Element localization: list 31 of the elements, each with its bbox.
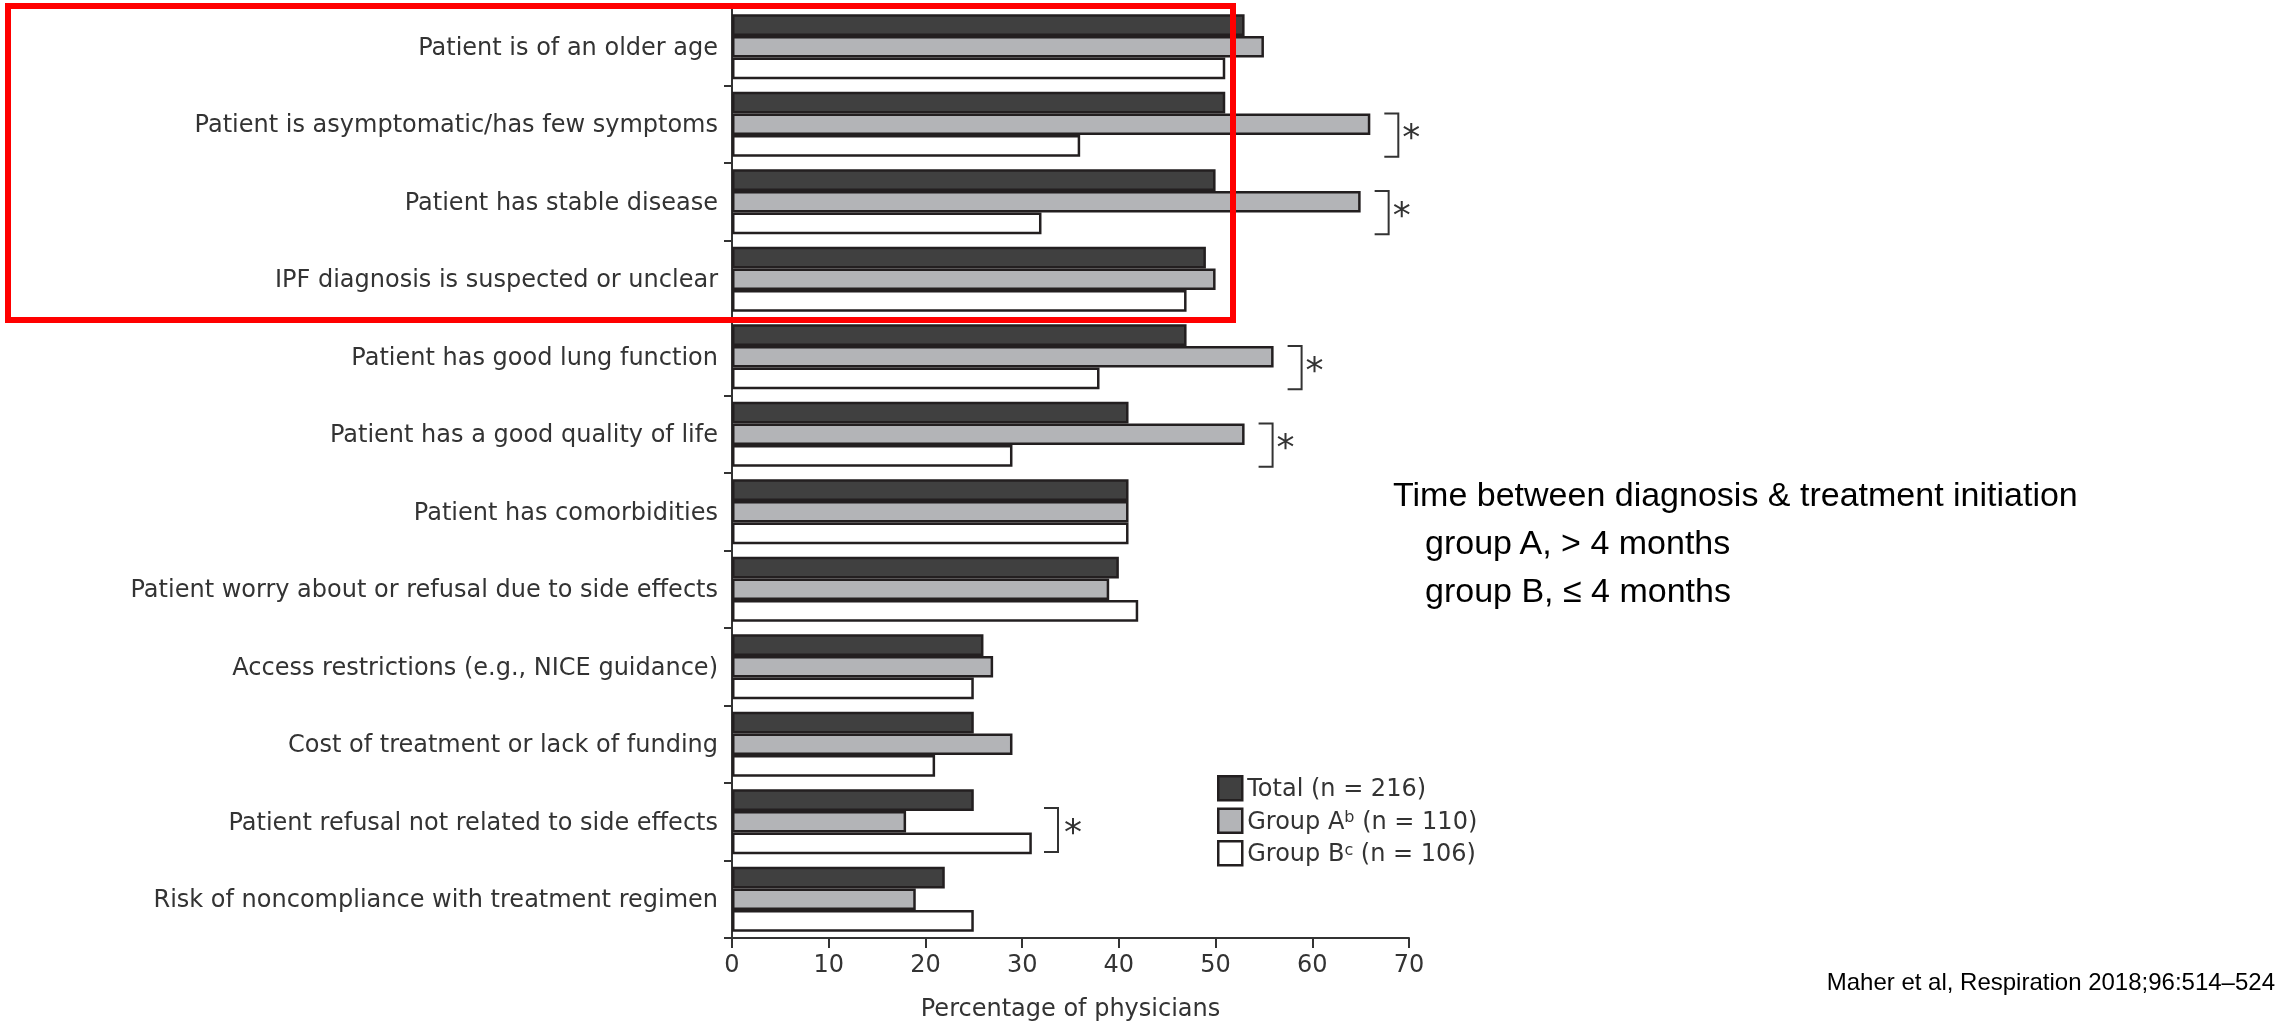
y-tick-label: Patient refusal not related to side effects xyxy=(228,807,718,836)
x-tick-label: 40 xyxy=(1103,950,1135,978)
y-tick-label: Patient has stable disease xyxy=(404,187,718,216)
x-tick-label: 50 xyxy=(1200,950,1231,978)
y-tick-label: Patient is of an older age xyxy=(418,32,718,61)
y-tick-label: Access restrictions (e.g., NICE guidance) xyxy=(232,652,718,681)
x-axis-title: Percentage of physicians xyxy=(920,994,1221,1022)
y-tick-label: Patient has a good quality of life xyxy=(329,420,718,449)
y-tick-label: Patient has good lung function xyxy=(351,342,718,371)
y-tick-label: Patient is asymptomatic/has few symptoms xyxy=(194,110,718,139)
annotation: * xyxy=(1392,193,1411,235)
y-tick-label: Patient has comorbidities xyxy=(413,497,718,526)
y-tick-label: Patient worry about or refusal due to side effects xyxy=(130,575,718,604)
legend-label: Total (n = 216) xyxy=(1246,774,1427,803)
text: group A, > 4 months xyxy=(1425,523,1731,562)
x-tick-label: 10 xyxy=(813,950,844,978)
x-tick-label: 70 xyxy=(1393,950,1425,978)
annotation: * xyxy=(1305,348,1324,390)
annotation: * xyxy=(1276,426,1295,468)
x-tick-label: 0 xyxy=(724,950,740,978)
annotation: * xyxy=(1402,116,1421,158)
y-tick-label: Risk of noncompliance with treatment regimen xyxy=(153,885,718,914)
x-tick-label: 20 xyxy=(910,950,941,978)
annotation: * xyxy=(1064,811,1082,852)
text: group B, ≤ 4 months xyxy=(1425,571,1731,610)
x-tick-label: 30 xyxy=(1006,950,1038,978)
y-tick-label: Cost of treatment or lack of funding xyxy=(287,730,718,759)
text: Maher et al, Respiration 2018;96:514–524 xyxy=(1826,968,2275,996)
annotation: Time between diagnosis & treatment initiation xyxy=(1393,475,2078,514)
y-tick-label: IPF diagnosis is suspected or unclear xyxy=(274,265,719,294)
x-tick-label: 60 xyxy=(1297,950,1328,978)
